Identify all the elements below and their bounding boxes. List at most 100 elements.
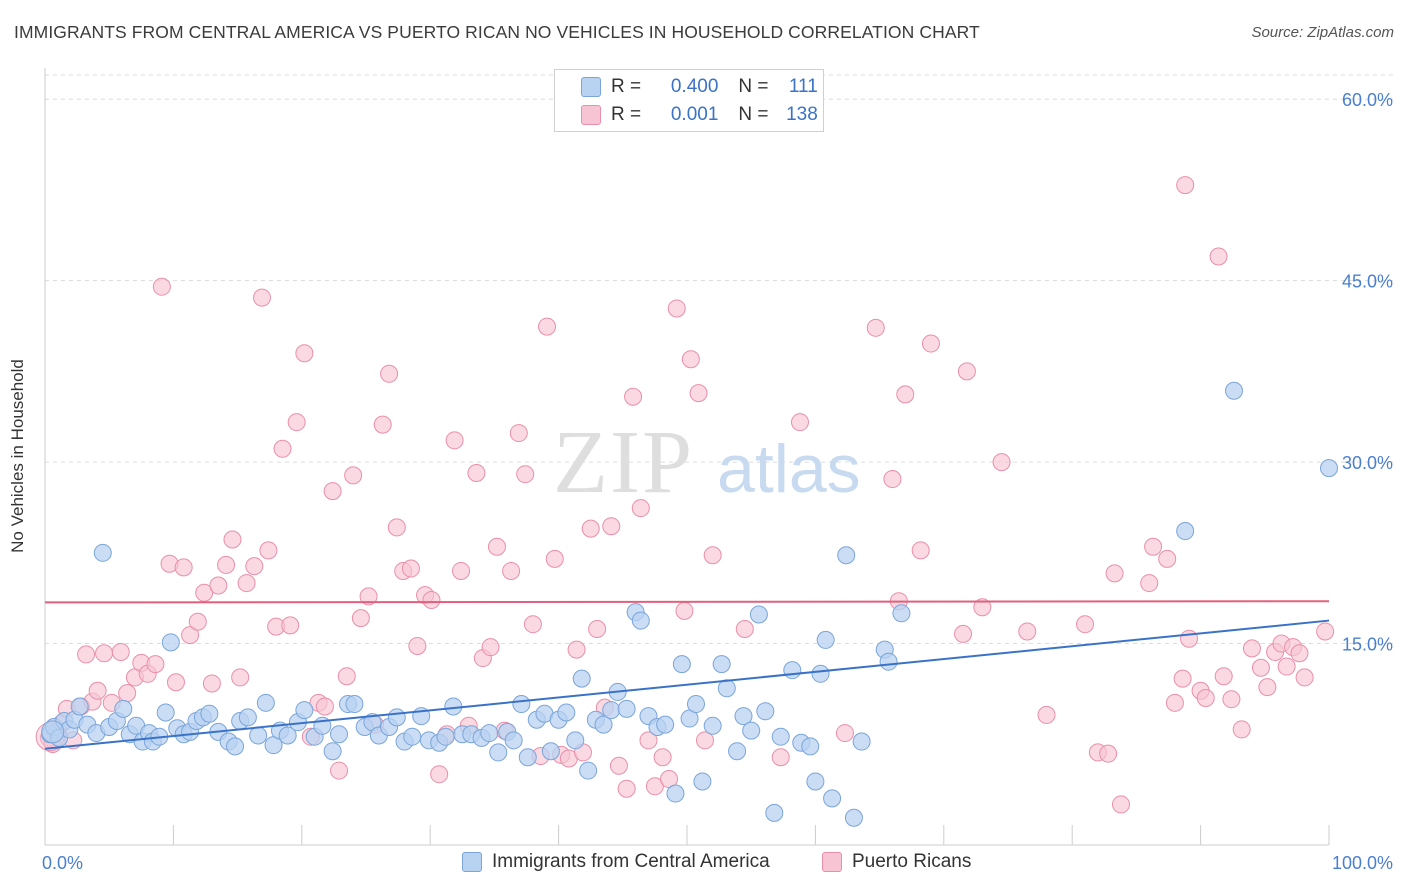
pink-point [387,518,406,537]
pink-point [351,609,370,628]
legend-r-value: 0.001 [670,104,719,125]
watermark-zip: ZIP [553,413,694,512]
blue-point [1320,459,1338,478]
pink-point [581,519,600,538]
blue-point [816,630,835,649]
axes [44,68,1330,846]
tick-labels: 15.0% 30.0% 45.0% 60.0% 0.0% 100.0% [42,90,1393,873]
pink-point [681,350,700,369]
pink-point [231,668,250,687]
pink-point [330,761,349,780]
pink-point [111,643,130,662]
pink-point [896,385,915,404]
legend-n-label: N = [738,76,769,97]
pink-point [957,362,976,381]
blue-point [504,731,523,750]
blue-point [844,808,863,827]
pink-point [1076,615,1095,634]
pink-point [315,697,334,716]
x-tick-label: 100.0% [1332,853,1393,873]
blue-point [811,664,830,683]
legend-r-label: R = [611,76,642,97]
blue-point [1176,522,1195,541]
pink-point [323,482,342,501]
pink-point [1111,795,1130,814]
pink-point [1158,549,1177,568]
pink-point [502,561,521,580]
legend: R = 0.400 N = 111 R = 0.001 N = 138 [554,69,824,132]
pink-point [217,555,236,574]
blue-point [602,701,621,720]
pink-point [911,541,930,560]
blue-point [489,743,508,762]
y-axis-label: No Vehicles in Household [8,359,27,553]
pink-point [77,645,96,664]
blue-point [717,679,736,698]
legend-n-value: 111 [788,76,818,97]
bottom-legend-pink: Puerto Ricans [822,851,971,873]
blue-point [436,727,455,746]
pink-point [1209,247,1228,266]
blue-point [566,731,585,750]
pink-point [237,574,256,593]
blue-point [892,604,911,623]
source-label: Source: ZipAtlas.com [1251,24,1394,41]
legend-swatch-blue [581,77,601,97]
bottom-legend-label-blue: Immigrants from Central America [492,851,770,872]
pink-point [287,413,306,432]
blue-point [93,543,112,562]
pink-point [223,530,242,549]
pink-point [1196,688,1215,707]
blue-point [728,742,747,761]
pink-point [1258,678,1277,697]
bottom-legend-blue: Immigrants from Central America [462,851,770,873]
blue-trend-line [44,619,1330,750]
pink-point [866,318,885,337]
legend-row-pink: R = 0.001 N = 138 [555,101,818,129]
blue-point [161,633,180,652]
pink-point [567,640,586,659]
pink-point [252,288,271,307]
pink-point [373,415,392,434]
blue-point [403,727,422,746]
watermark-atlas: atlas [717,431,861,507]
pink-point [344,466,363,485]
legend-swatch-pink [581,105,601,125]
x-tick-label: 0.0% [42,853,83,873]
blue-point [693,772,712,791]
pink-point [202,674,221,693]
blue-point [323,742,342,761]
pink-point [523,615,542,634]
pink-point [95,644,114,663]
blue-point [594,715,613,734]
legend-n-label: N = [738,104,769,125]
blue-point [70,697,89,716]
pink-point [954,624,973,643]
blue-point [480,724,499,743]
blue-point [512,695,531,714]
pink-point [1295,668,1314,687]
blue-point [249,726,268,745]
pink-point [209,576,228,595]
pink-point [588,620,607,639]
pink-point [295,344,314,363]
y-tick-label: 15.0% [1342,635,1393,655]
pink-point [921,334,940,353]
blue-point [256,693,275,712]
pink-point [166,673,185,692]
pink-point [1290,644,1309,663]
pink-point [735,620,754,639]
pink-point [430,765,449,784]
pink-point [667,299,686,318]
pink-point [1099,744,1118,763]
pink-point [1232,720,1251,739]
trend-lines [44,600,1330,750]
blue-point [806,772,825,791]
pink-point [1251,658,1270,677]
blue-point [672,655,691,674]
pink-point [790,413,809,432]
pink-point [195,583,214,602]
bottom-legend-label-pink: Puerto Ricans [852,851,972,872]
bottom-legend-swatch-pink [822,852,842,872]
pink-point [639,731,658,750]
